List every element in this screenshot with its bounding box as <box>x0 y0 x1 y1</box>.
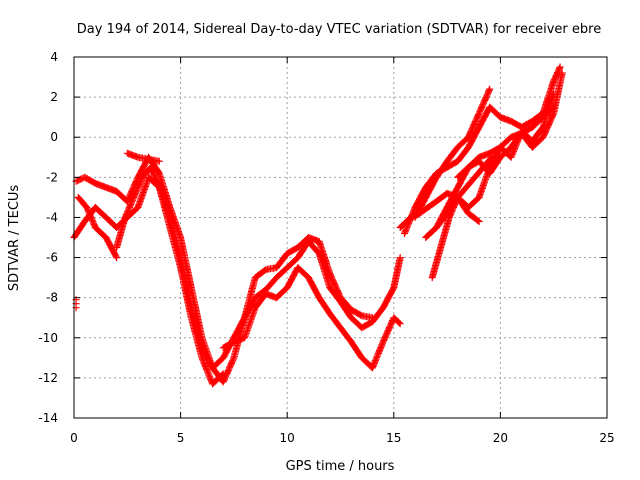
y-axis-label: SDTVAR / TECUs <box>7 185 22 292</box>
series-arc-14 <box>454 69 566 181</box>
series-arc-4 <box>113 163 404 372</box>
series-markers <box>74 193 121 262</box>
y-tick-label: 0 <box>50 130 58 144</box>
y-tick-label: 4 <box>50 50 58 64</box>
y-tick-label: -6 <box>46 251 58 265</box>
series-markers <box>396 189 483 231</box>
x-tick-label: 10 <box>280 431 295 445</box>
plot-frame <box>73 56 608 419</box>
x-tick-label: 25 <box>599 431 614 445</box>
series-markers <box>72 296 80 312</box>
y-tick-label: -10 <box>38 331 58 345</box>
data-series <box>70 63 566 388</box>
x-tick-label: 15 <box>386 431 401 445</box>
y-tick-label: -4 <box>46 210 58 224</box>
axis-ticks: 0 5 10 15 20 25 -14 -12 -10 -8 -6 -4 -2 0 2 4 <box>38 50 614 445</box>
series-arc-13 <box>396 189 483 231</box>
y-tick-label: -2 <box>46 170 58 184</box>
series-markers <box>113 163 404 372</box>
series-markers <box>219 264 404 372</box>
series-markers <box>123 149 163 165</box>
x-tick-label: 0 <box>70 431 78 445</box>
grid <box>74 57 607 418</box>
y-tick-label: -12 <box>38 371 58 385</box>
series-arc-6 <box>123 149 163 165</box>
series-arc-7 <box>72 296 80 312</box>
x-axis-label: GPS time / hours <box>286 459 395 474</box>
series-arc-5 <box>219 264 404 372</box>
series-arc-8 <box>401 63 564 237</box>
y-tick-label: -14 <box>38 411 58 425</box>
series-markers <box>401 63 564 237</box>
series-arc-3 <box>74 193 121 262</box>
y-tick-label: 2 <box>50 90 58 104</box>
y-tick-label: -8 <box>46 291 58 305</box>
x-tick-label: 5 <box>177 431 185 445</box>
chart-title: Day 194 of 2014, Sidereal Day-to-day VTE… <box>77 22 601 37</box>
series-markers <box>454 69 566 181</box>
x-tick-label: 20 <box>493 431 508 445</box>
